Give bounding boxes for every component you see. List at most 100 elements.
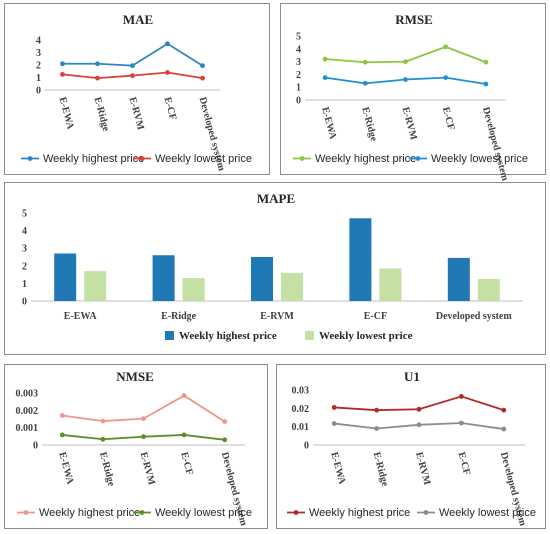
- chart-title: MAPE: [257, 191, 295, 206]
- y-tick-label: 0.003: [16, 389, 39, 400]
- legend-label: Weekly lowest price: [439, 507, 536, 519]
- x-tick-label: E-CF: [162, 96, 179, 121]
- x-tick-label: E-Ridge: [161, 311, 197, 322]
- y-tick-label: 5: [296, 32, 301, 43]
- legend-label: Weekly lowest price: [319, 330, 413, 342]
- point-weekly-lowest-price: [403, 77, 408, 82]
- x-tick-label: E-CF: [178, 451, 195, 476]
- mape-chart-panel: MAPE 0 1 2 3 4 5 E-EWA E-Ridge E-RVM E-CF Developed…: [4, 182, 546, 355]
- x-tick-label: E-EWA: [57, 96, 76, 131]
- point-weekly-highest-price: [181, 393, 187, 398]
- point-weekly-highest-price: [403, 59, 408, 64]
- y-tick-label: 5: [22, 209, 27, 220]
- bar-weekly-lowest-price: [182, 278, 205, 301]
- x-tick-label: E-Ridge: [359, 106, 379, 143]
- point-weekly-highest-price: [59, 413, 65, 418]
- legend-label: Weekly lowest price: [155, 153, 252, 165]
- legend-marker: [139, 156, 145, 161]
- point-weekly-highest-price: [443, 44, 449, 50]
- point-weekly-lowest-price: [181, 432, 187, 438]
- nmse-chart: NMSE 0 0.001 0.002 0.003 E-EWA E-Ridge E-RVM E-C…: [16, 369, 253, 528]
- legend-marker: [415, 156, 421, 161]
- x-tick-label: Developed system: [436, 311, 512, 322]
- point-weekly-highest-price: [331, 405, 337, 410]
- y-tick-label: 0.02: [292, 404, 310, 415]
- x-tick-label: E-RVM: [138, 451, 157, 487]
- point-weekly-highest-price: [141, 416, 146, 422]
- point-weekly-lowest-price: [483, 81, 489, 87]
- legend-label: Weekly lowest price: [431, 153, 528, 165]
- chart-title: RMSE: [395, 12, 433, 27]
- point-weekly-lowest-price: [60, 71, 65, 77]
- point-weekly-highest-price: [100, 418, 106, 424]
- y-tick-label: 0.002: [16, 406, 39, 417]
- legend-label: Weekly highest price: [43, 153, 144, 165]
- y-tick-label: 2: [296, 70, 301, 81]
- x-tick-label: E-Ridge: [92, 96, 112, 133]
- point-weekly-lowest-price: [100, 436, 106, 442]
- legend-marker: [23, 510, 29, 515]
- bar-weekly-highest-price: [349, 218, 372, 301]
- y-tick-label: 0: [33, 441, 38, 452]
- bar-weekly-highest-price: [54, 253, 77, 301]
- point-weekly-lowest-price: [141, 434, 146, 440]
- point-weekly-highest-price: [200, 63, 205, 69]
- point-weekly-lowest-price: [362, 80, 368, 86]
- point-weekly-highest-price: [95, 61, 100, 67]
- chart-title: MAE: [123, 12, 153, 27]
- y-tick-label: 3: [296, 57, 301, 68]
- point-weekly-highest-price: [60, 61, 65, 67]
- legend-label: Weekly lowest price: [155, 507, 252, 519]
- point-weekly-highest-price: [362, 59, 368, 65]
- point-weekly-highest-price: [483, 59, 489, 65]
- point-weekly-lowest-price: [416, 422, 422, 428]
- y-tick-label: 3: [36, 48, 41, 59]
- nmse-chart-panel: NMSE 0 0.001 0.002 0.003 E-EWA E-Ridge E-RVM E-C…: [4, 364, 268, 529]
- u1-chart-panel: U1 0 0.01 0.02 0.03 E-EWA E-Ridge E-RVM E-CF Deve…: [276, 364, 546, 529]
- point-weekly-highest-price: [374, 407, 379, 413]
- x-tick-label: E-RVM: [260, 311, 294, 322]
- bar-weekly-lowest-price: [84, 271, 107, 301]
- x-tick-label: E-CF: [364, 311, 387, 322]
- y-tick-label: 4: [36, 36, 41, 47]
- line-weekly-highest-price: [62, 42, 203, 67]
- legend-swatch: [305, 331, 314, 340]
- x-tick-label: Developed system: [480, 106, 510, 183]
- bar-weekly-highest-price: [152, 255, 175, 301]
- point-weekly-lowest-price: [222, 437, 228, 443]
- point-weekly-lowest-price: [59, 432, 65, 438]
- legend-label: Weekly highest price: [315, 153, 416, 165]
- legend-label: Weekly highest price: [309, 507, 410, 519]
- chart-title: U1: [404, 369, 420, 384]
- x-tick-label: E-RVM: [127, 96, 146, 132]
- x-tick-label: E-RVM: [413, 451, 432, 487]
- y-tick-label: 0: [304, 441, 309, 452]
- legend-marker: [293, 510, 299, 515]
- x-tick-label: E-EWA: [328, 451, 347, 486]
- bar-weekly-highest-price: [251, 257, 273, 301]
- point-weekly-lowest-price: [322, 75, 328, 80]
- mae-chart-panel: MAE 0 1 2 3 4 E-EWA E-Ridge E-RVM E-CF Developed s…: [4, 3, 270, 175]
- bar-weekly-lowest-price: [281, 272, 303, 301]
- y-tick-label: 0.03: [292, 386, 310, 397]
- legend-label: Weekly highest price: [39, 507, 140, 519]
- rmse-chart: RMSE 0 1 2 3 45 E-EWA E-Ridge E-RVM E-CF Developed…: [293, 12, 528, 183]
- point-weekly-highest-price: [459, 394, 464, 399]
- y-tick-label: 2: [22, 261, 27, 272]
- y-tick-label: 2: [36, 61, 41, 72]
- legend-marker: [27, 156, 33, 161]
- legend-marker: [299, 156, 305, 161]
- point-weekly-highest-price: [322, 56, 328, 62]
- x-tick-label: E-CF: [456, 451, 473, 476]
- mape-chart: MAPE 0 1 2 3 4 5 E-EWA E-Ridge E-RVM E-CF Developed…: [22, 191, 523, 342]
- point-weekly-lowest-price: [443, 75, 449, 80]
- y-tick-label: 0: [22, 297, 27, 308]
- x-tick-label: E-Ridge: [371, 451, 391, 488]
- y-tick-label: 1: [22, 279, 27, 290]
- bar-weekly-lowest-price: [477, 279, 500, 301]
- point-weekly-highest-price: [130, 63, 135, 69]
- x-tick-label: E-EWA: [64, 311, 98, 322]
- point-weekly-lowest-price: [95, 75, 100, 81]
- legend-label: Weekly highest price: [179, 330, 277, 342]
- y-tick-label: 1: [36, 73, 41, 84]
